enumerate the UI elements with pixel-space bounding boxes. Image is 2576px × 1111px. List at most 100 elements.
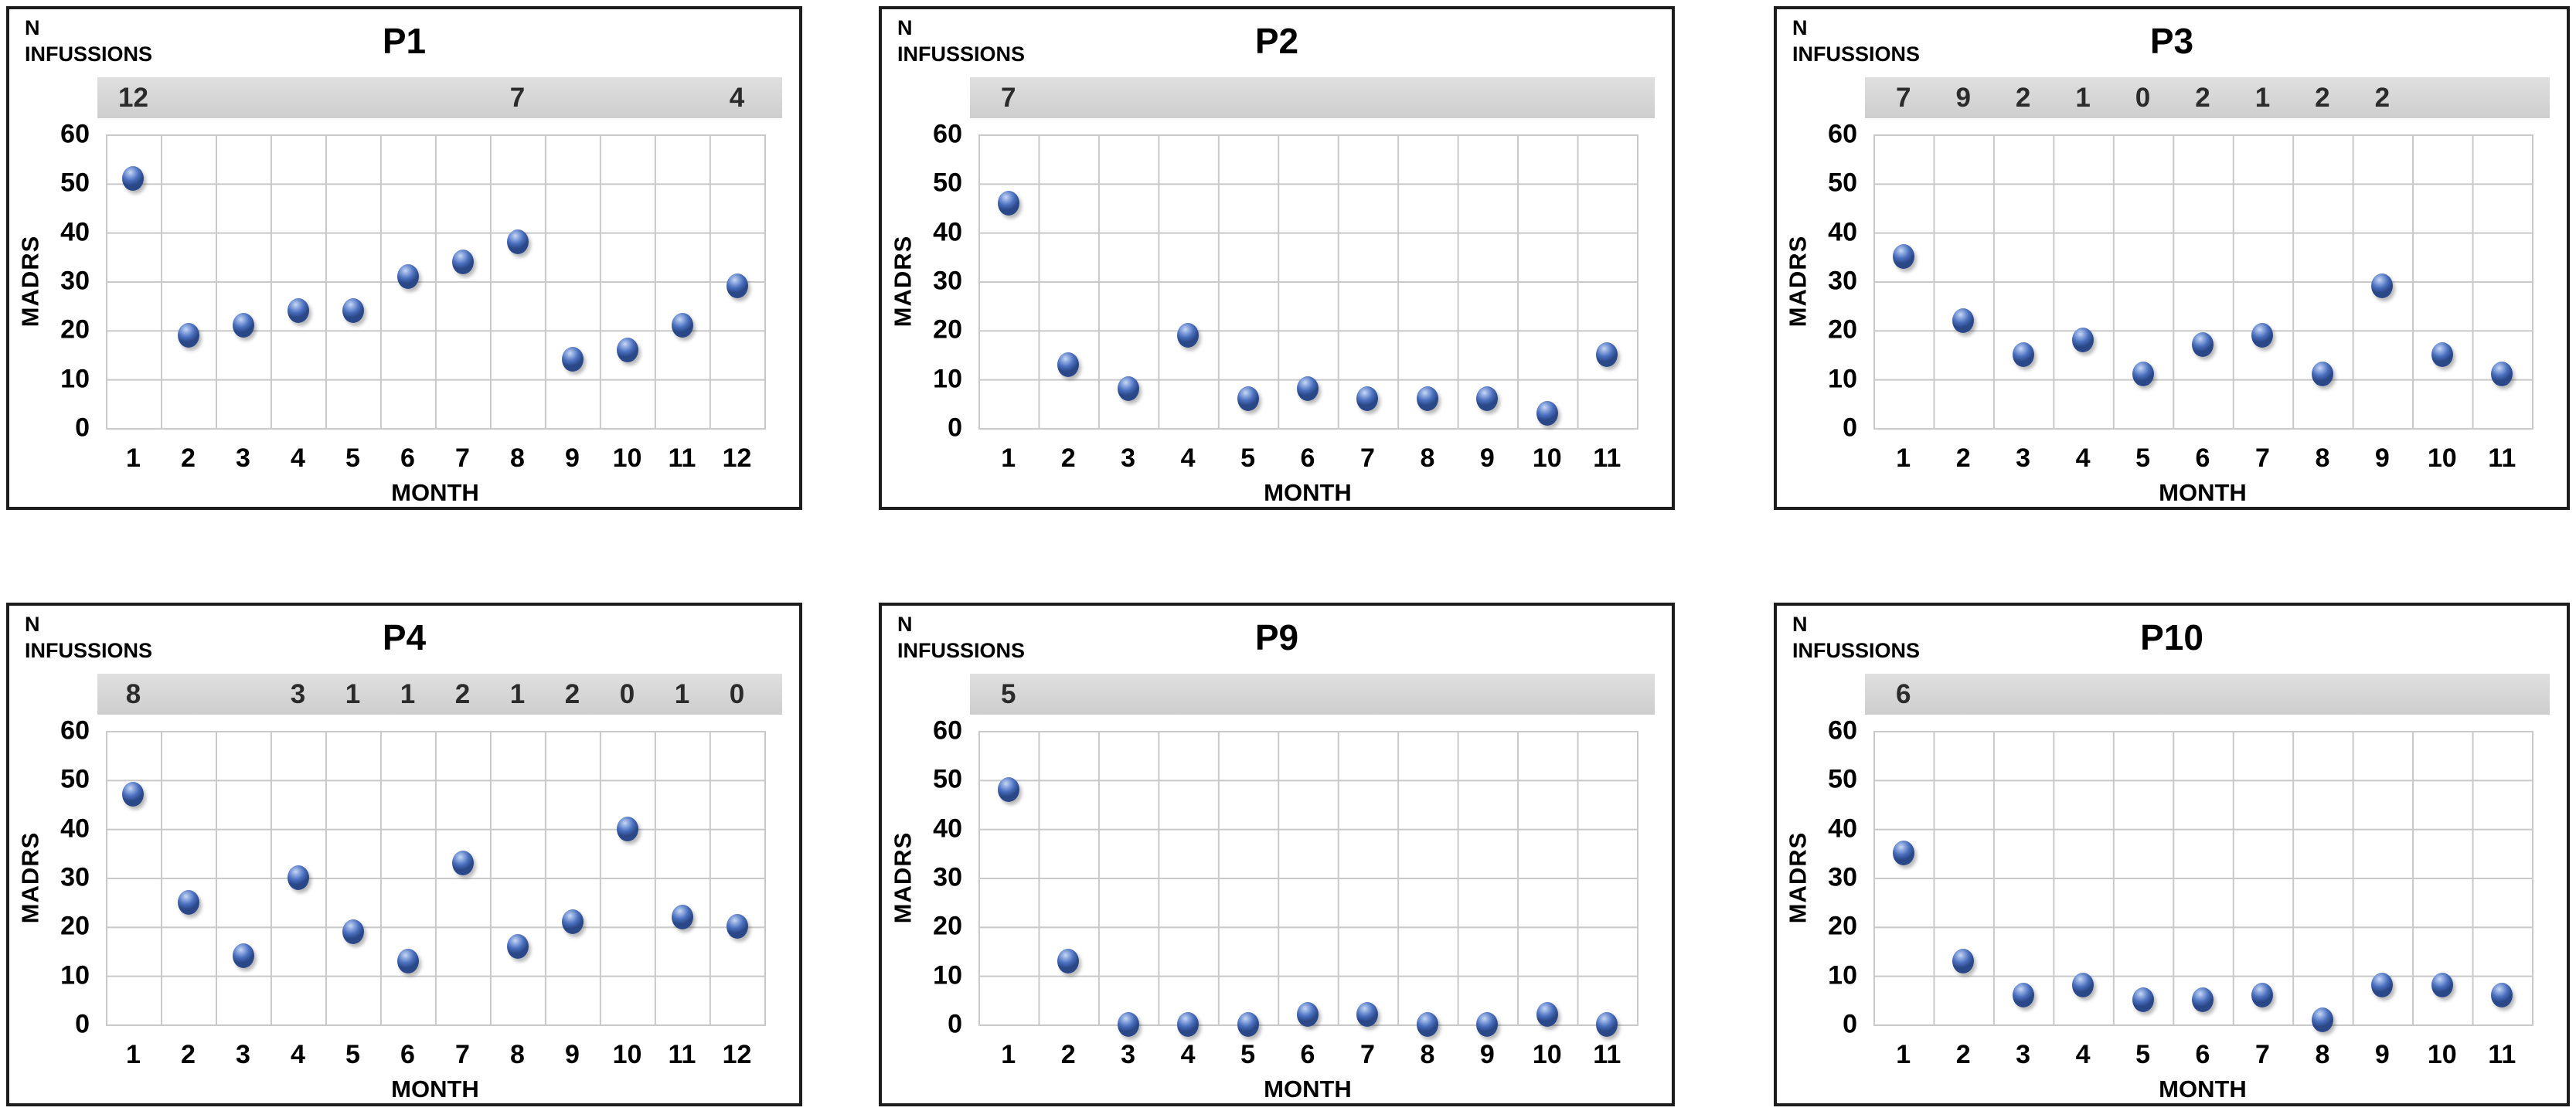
x-tick-label: 10 <box>612 443 642 473</box>
chart-title: P3 <box>2149 21 2194 61</box>
plot-area <box>106 134 766 430</box>
x-tick-label: 9 <box>565 1040 580 1069</box>
x-tick-label: 1 <box>126 443 141 473</box>
y-tick-label: 20 <box>1828 911 1857 941</box>
x-tick-label: 11 <box>2488 1040 2516 1069</box>
x-tick-label: 1 <box>126 1040 141 1069</box>
x-axis-title: MONTH <box>1264 1075 1352 1103</box>
y-tick-label: 40 <box>1828 217 1857 247</box>
data-point <box>122 166 145 191</box>
x-tick-label: 11 <box>668 1040 696 1069</box>
x-tick-label: 12 <box>722 443 752 473</box>
y-tick-label: 60 <box>933 715 962 746</box>
chart-panel-p9: N INFUSSIONS P9 5 MADRS MONTH 60 50 40 30 20… <box>879 603 1675 1106</box>
x-tick-label: 10 <box>612 1040 642 1069</box>
y-tick-label: 30 <box>933 266 962 296</box>
data-point <box>342 919 364 944</box>
y-tick-label: 60 <box>60 715 90 746</box>
x-tick-label: 5 <box>1240 1040 1255 1069</box>
infusion-count: 5 <box>1000 678 1016 709</box>
x-tick-label: 6 <box>400 1040 415 1069</box>
chart-title: P2 <box>1254 21 1299 61</box>
y-tick-label: 40 <box>933 217 962 247</box>
x-tick-label: 7 <box>455 443 470 473</box>
x-tick-label: 2 <box>181 1040 196 1069</box>
chart-title: P9 <box>1254 617 1299 657</box>
x-tick-label: 5 <box>2135 1040 2150 1069</box>
data-point <box>451 851 474 875</box>
x-tick-label: 7 <box>1359 443 1375 473</box>
infusion-count: 7 <box>509 82 526 113</box>
data-point <box>342 298 364 323</box>
infusion-count: 1 <box>2075 82 2091 113</box>
x-tick-label: 8 <box>2315 443 2330 473</box>
data-point <box>177 322 199 348</box>
x-tick-label: 10 <box>1532 443 1562 473</box>
data-point <box>2431 973 2453 998</box>
x-tick-label: 2 <box>1955 443 1971 473</box>
x-tick-label: 8 <box>510 1040 525 1069</box>
infusion-count: 7 <box>1895 82 1911 113</box>
infusion-count: 0 <box>729 678 745 709</box>
infusion-count: 2 <box>454 678 471 709</box>
infusions-bar: 12 7 4 <box>97 77 782 118</box>
infusion-count: 1 <box>400 678 416 709</box>
n-infussions-line2: INFUSSIONS <box>897 42 1026 66</box>
x-tick-label: 4 <box>1180 443 1196 473</box>
x-tick-label: 1 <box>1896 1040 1911 1069</box>
data-point <box>2311 362 2333 387</box>
x-tick-label: 7 <box>1359 1040 1375 1069</box>
infusions-bar: 7 <box>970 77 1655 118</box>
data-point <box>232 313 254 338</box>
data-point <box>396 948 419 973</box>
infusion-count: 3 <box>290 678 306 709</box>
y-tick-label: 10 <box>60 960 90 990</box>
data-point <box>1057 352 1080 377</box>
y-tick-label: 50 <box>1828 764 1857 794</box>
y-tick-label: 60 <box>1828 715 1857 746</box>
infusion-count: 1 <box>509 678 526 709</box>
infusion-count: 1 <box>674 678 690 709</box>
data-point <box>1596 1012 1618 1037</box>
y-tick-label: 40 <box>60 814 90 844</box>
infusions-bar: 5 <box>970 674 1655 715</box>
data-point <box>561 909 584 934</box>
data-point <box>1177 322 1200 348</box>
data-point <box>2012 983 2034 1007</box>
y-tick-label: 50 <box>1828 168 1857 198</box>
y-tick-label: 20 <box>60 314 90 345</box>
y-tick-label: 10 <box>1828 364 1857 394</box>
data-point <box>1237 1012 1259 1037</box>
data-point <box>726 914 748 939</box>
x-tick-label: 3 <box>236 443 250 473</box>
data-point <box>287 865 309 890</box>
y-tick-label: 20 <box>933 314 962 345</box>
x-tick-label: 10 <box>2427 1040 2457 1069</box>
y-tick-label: 10 <box>60 364 90 394</box>
x-tick-label: 4 <box>2075 443 2091 473</box>
data-point <box>2311 1007 2333 1032</box>
data-point <box>2192 987 2214 1013</box>
y-tick-label: 50 <box>60 764 90 794</box>
x-tick-label: 12 <box>722 1040 752 1069</box>
data-point <box>2072 328 2094 352</box>
y-tick-label: 0 <box>948 1009 962 1039</box>
plot-area <box>106 731 766 1026</box>
data-point <box>1117 376 1139 402</box>
x-tick-label: 6 <box>1300 443 1315 473</box>
x-tick-label: 4 <box>2075 1040 2091 1069</box>
plot-area <box>978 731 1638 1037</box>
data-point <box>1416 386 1438 411</box>
y-tick-label: 30 <box>933 862 962 892</box>
x-tick-label: 7 <box>455 1040 470 1069</box>
y-tick-label: 20 <box>1828 314 1857 345</box>
x-tick-label: 7 <box>2254 443 2270 473</box>
data-point <box>122 782 145 807</box>
chart-title: P4 <box>382 617 427 657</box>
x-tick-label: 1 <box>1001 1040 1016 1069</box>
n-infussions-line2: INFUSSIONS <box>25 638 153 662</box>
x-tick-label: 9 <box>2374 443 2390 473</box>
plot-area <box>1873 731 2533 1032</box>
n-infussions-line2: INFUSSIONS <box>1792 638 1921 662</box>
